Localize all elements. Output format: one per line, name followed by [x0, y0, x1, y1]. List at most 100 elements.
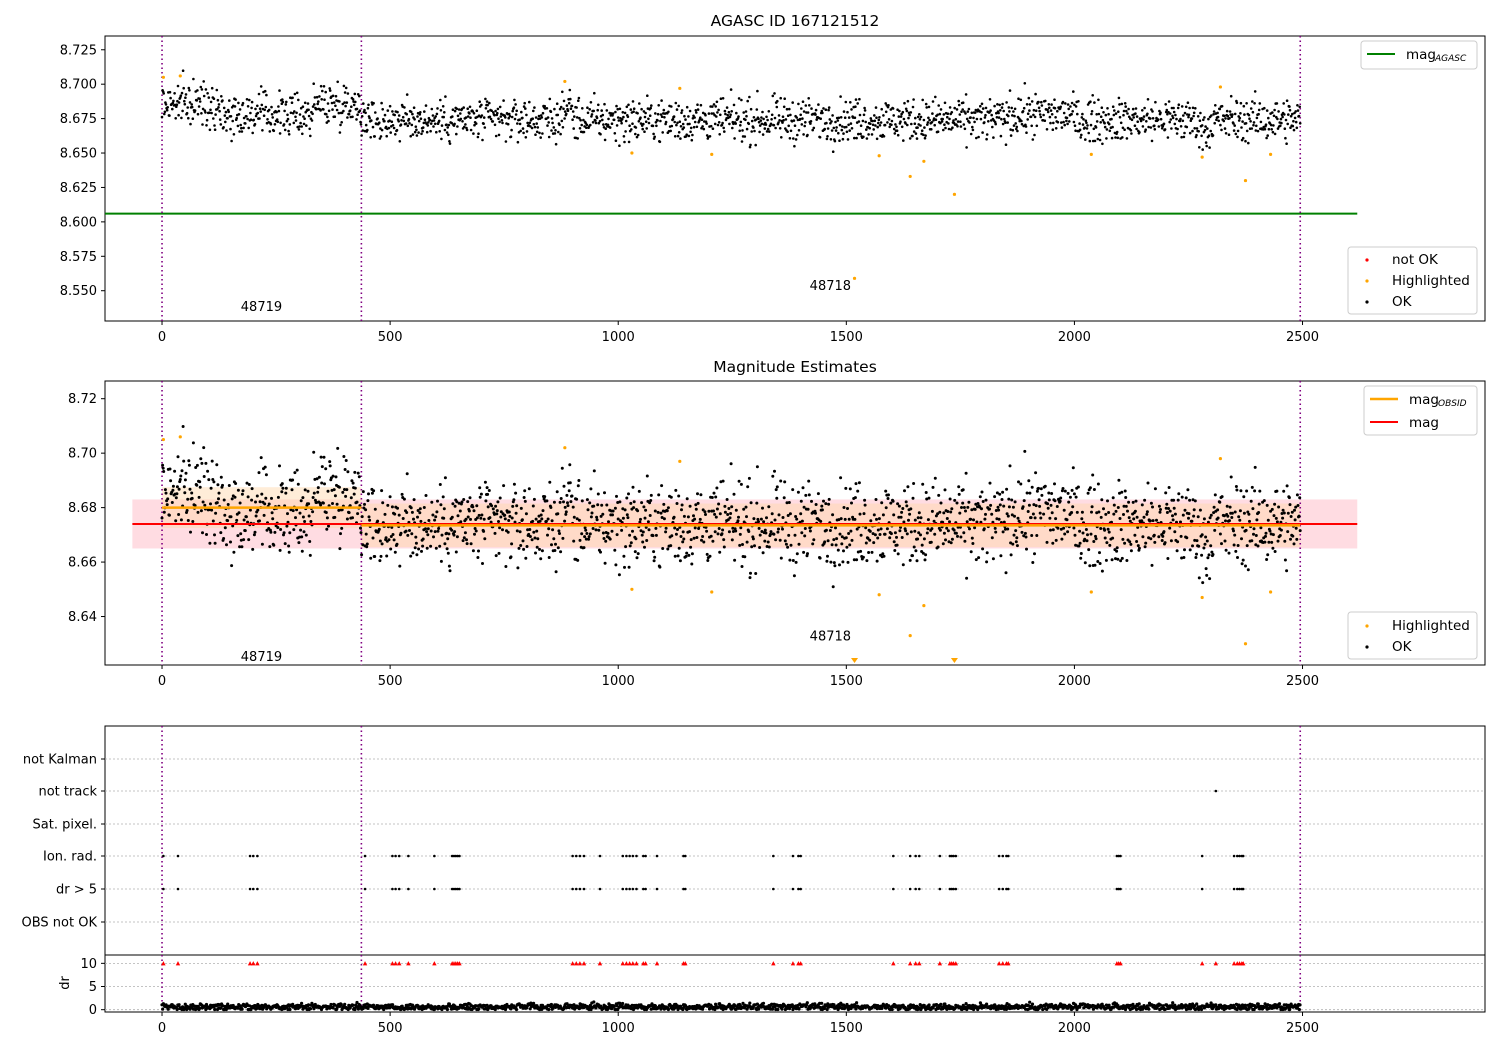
flag-point	[682, 854, 685, 858]
ok-point	[746, 485, 750, 489]
ok-point	[328, 464, 332, 468]
ok-point	[299, 528, 303, 532]
ok-point	[801, 100, 805, 103]
ok-point	[783, 97, 786, 100]
ok-point	[1298, 122, 1302, 125]
ok-point	[586, 111, 590, 115]
ok-point	[1080, 517, 1084, 521]
ok-point	[765, 130, 769, 133]
ok-point	[654, 112, 657, 115]
ok-point	[399, 531, 403, 535]
ok-point	[760, 530, 764, 533]
ok-point	[1282, 102, 1285, 105]
ok-point	[587, 535, 591, 539]
ok-point	[842, 132, 845, 135]
ok-point	[648, 501, 652, 505]
ok-point	[432, 125, 435, 128]
ok-point	[437, 527, 441, 530]
ok-point	[563, 505, 567, 509]
ok-point	[615, 494, 618, 498]
ok-point	[960, 506, 963, 509]
ok-point	[625, 513, 629, 517]
ok-point	[744, 110, 748, 113]
dr-point	[410, 1003, 415, 1007]
ok-point	[516, 566, 520, 570]
ok-point	[1159, 111, 1162, 114]
ok-point	[723, 504, 727, 508]
ok-point	[1194, 556, 1198, 559]
ok-point	[596, 492, 600, 496]
ok-point	[825, 121, 828, 125]
ok-point	[368, 518, 372, 522]
ok-point	[717, 121, 721, 124]
ok-point	[391, 124, 395, 127]
ok-point	[1110, 558, 1114, 562]
ok-point	[435, 510, 439, 514]
ok-point	[1030, 124, 1033, 128]
ok-point	[167, 513, 171, 517]
ok-point	[984, 512, 987, 516]
ok-point	[534, 133, 537, 136]
ok-point	[712, 103, 716, 106]
ok-point	[815, 118, 818, 121]
ok-point	[285, 119, 289, 123]
ok-point	[567, 101, 571, 105]
ok-point	[900, 536, 904, 539]
ok-point	[675, 108, 679, 111]
ok-point	[402, 119, 406, 123]
ok-point	[1067, 500, 1071, 504]
ok-point	[796, 133, 799, 137]
ok-point	[303, 520, 307, 523]
ok-point	[301, 105, 305, 108]
ok-point	[757, 526, 761, 530]
ok-point	[825, 137, 829, 141]
dr-point	[592, 1000, 596, 1004]
ok-point	[1195, 133, 1198, 137]
ok-point	[874, 106, 878, 109]
ok-point	[508, 514, 512, 518]
ok-point	[497, 117, 500, 120]
ok-point	[391, 110, 394, 113]
ok-point	[1045, 540, 1049, 544]
highlighted-point	[161, 437, 165, 442]
ok-point	[871, 123, 875, 127]
ok-point	[1042, 113, 1045, 117]
ok-point	[1093, 139, 1097, 143]
flag-point	[797, 854, 800, 858]
ok-point	[213, 124, 216, 127]
ok-point	[256, 508, 260, 512]
ok-point	[745, 127, 749, 131]
ok-point	[780, 136, 783, 139]
ok-point	[399, 123, 403, 126]
ok-point	[765, 115, 768, 119]
ok-point	[277, 109, 281, 113]
ok-point	[395, 128, 399, 132]
ok-point	[594, 528, 598, 532]
y-tick-label: 0	[89, 1003, 97, 1018]
ok-point	[953, 498, 957, 502]
ok-point	[563, 519, 567, 523]
flag-point	[1238, 887, 1241, 891]
ok-point	[214, 113, 217, 116]
ok-point	[727, 530, 731, 534]
ok-point	[1275, 520, 1279, 524]
flag-point	[394, 887, 397, 891]
ok-point	[230, 497, 234, 501]
flag-point	[644, 854, 647, 858]
ok-point	[657, 493, 661, 497]
ok-point	[426, 527, 430, 531]
ok-point	[1167, 100, 1171, 103]
ok-point	[1202, 118, 1205, 122]
ok-point	[189, 122, 192, 126]
ok-point	[830, 120, 833, 123]
ok-point	[1294, 526, 1298, 530]
ok-point	[531, 117, 534, 120]
y-tick-label: 8.575	[60, 250, 97, 265]
ok-point	[1162, 530, 1166, 534]
ok-point	[582, 118, 585, 122]
ok-point	[916, 126, 919, 129]
ok-point	[602, 123, 605, 126]
ok-point	[1095, 120, 1099, 123]
ok-point	[716, 111, 719, 114]
ok-point	[1099, 515, 1103, 519]
